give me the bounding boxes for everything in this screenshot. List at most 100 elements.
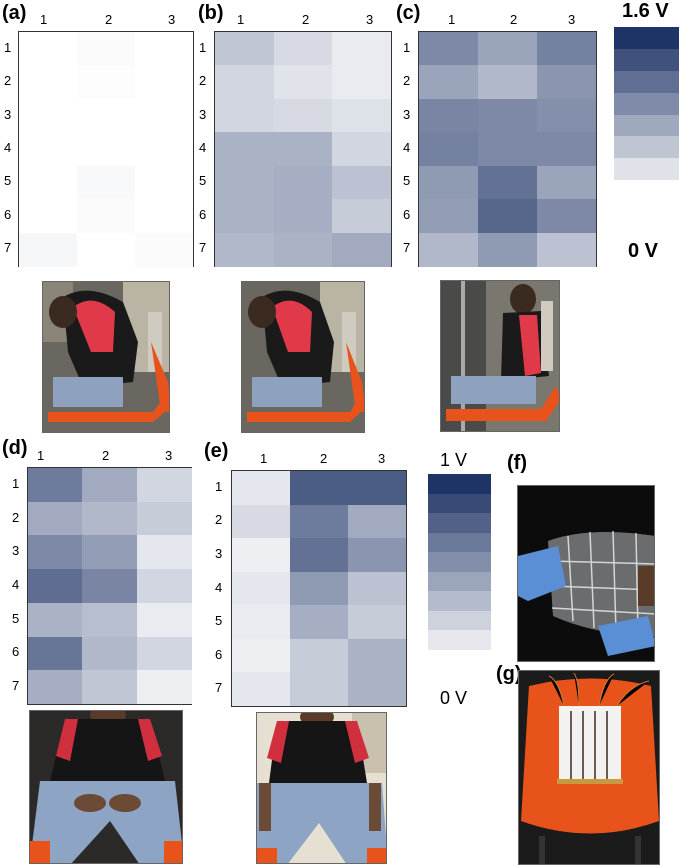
heatmap-cell <box>537 132 596 167</box>
scale-segment <box>428 571 491 592</box>
heatmap-cell <box>82 535 138 570</box>
heatmap-cell <box>290 672 348 707</box>
heatmap-cell <box>290 571 348 606</box>
heatmap-cell <box>136 602 192 637</box>
scale-segment <box>428 591 491 611</box>
heatmap-cell <box>348 538 406 573</box>
heatmap-cell <box>232 605 290 640</box>
row-number: 4 <box>215 579 223 595</box>
column-number: 3 <box>366 12 374 27</box>
heatmap-cell <box>419 32 478 66</box>
row-number: 7 <box>215 680 223 696</box>
scale-segment <box>614 180 679 203</box>
heatmap-cell <box>135 165 193 200</box>
panel-label-e: (e) <box>204 440 229 462</box>
row-number: 1 <box>403 39 411 55</box>
panel-label-c: (c) <box>396 2 421 24</box>
panel-label-d: (d) <box>2 437 28 459</box>
heatmap-grid <box>18 31 194 267</box>
heatmap-cell <box>478 199 537 234</box>
heatmap-cell <box>537 65 596 100</box>
heatmap-cell <box>273 199 333 234</box>
heatmap-cell <box>77 132 135 167</box>
heatmap-cell <box>419 232 478 267</box>
heatmap-cell <box>28 636 83 671</box>
heatmap-cell <box>332 232 392 267</box>
scale-segment <box>428 630 491 650</box>
column-number: 3 <box>165 448 173 463</box>
heatmap-cell <box>82 602 138 637</box>
heatmap-cell <box>77 232 135 267</box>
photo-upright-posture-c <box>440 280 560 432</box>
row-number: 1 <box>12 475 20 491</box>
heatmap-cell <box>478 32 537 66</box>
heatmap-cell <box>135 132 193 167</box>
heatmap-cell <box>28 602 83 637</box>
heatmap-cell <box>215 65 274 100</box>
row-number: 2 <box>12 509 20 525</box>
heatmap-cell <box>28 569 83 604</box>
scale1-max-label: 1.6 V <box>622 0 669 22</box>
row-number: 6 <box>12 644 20 660</box>
heatmap-cell <box>332 32 392 66</box>
heatmap-cell <box>419 199 478 234</box>
heatmap-cell <box>136 569 192 604</box>
column-number: 1 <box>40 12 48 27</box>
heatmap-cell <box>232 538 290 573</box>
heatmap-cell <box>537 165 596 200</box>
row-number: 2 <box>4 73 12 89</box>
heatmap-cell <box>232 504 290 539</box>
heatmap-cell <box>332 199 392 234</box>
row-number: 7 <box>403 240 411 256</box>
heatmap-cell <box>77 98 135 133</box>
row-number: 7 <box>12 678 20 694</box>
row-number: 3 <box>4 106 12 122</box>
row-number: 7 <box>199 240 207 256</box>
row-number: 3 <box>215 545 223 561</box>
row-number: 6 <box>215 646 223 662</box>
heatmap-cell <box>19 165 77 200</box>
scale-segment <box>428 493 491 514</box>
scale-segment <box>614 48 679 71</box>
row-number: 5 <box>199 173 207 189</box>
column-number: 1 <box>237 12 245 27</box>
scale-segment <box>428 532 491 553</box>
column-number: 3 <box>568 12 576 27</box>
heatmap-cell <box>348 638 406 673</box>
heatmap-cell <box>215 132 274 167</box>
photo-slouched-posture-b <box>241 281 365 433</box>
heatmap-cell <box>82 636 138 671</box>
row-number: 1 <box>215 478 223 494</box>
heatmap-cell <box>332 65 392 100</box>
row-number: 2 <box>215 512 223 528</box>
heatmap-cell <box>478 132 537 167</box>
heatmap-cell <box>290 504 348 539</box>
photo-slouched-posture-a <box>42 281 170 433</box>
row-number: 5 <box>215 613 223 629</box>
heatmap-cell <box>348 471 406 505</box>
heatmap-cell <box>82 569 138 604</box>
heatmap-cell <box>232 571 290 606</box>
heatmap-cell <box>478 165 537 200</box>
heatmap-cell <box>135 65 193 100</box>
heatmap-cell <box>348 571 406 606</box>
row-number: 6 <box>199 206 207 222</box>
row-number: 7 <box>4 240 12 256</box>
scale1-min-label: 0 V <box>628 240 659 262</box>
row-number: 5 <box>403 173 411 189</box>
heatmap-cell <box>19 98 77 133</box>
row-number: 1 <box>4 39 12 55</box>
heatmap-cell <box>332 98 392 133</box>
heatmap-cell <box>232 471 290 505</box>
heatmap-cell <box>82 468 138 502</box>
panel-label-a: (a) <box>2 2 27 24</box>
row-number: 3 <box>12 543 20 559</box>
row-number: 3 <box>199 106 207 122</box>
column-number: 1 <box>448 12 456 27</box>
scale-segment <box>614 27 679 49</box>
heatmap-cell <box>19 65 77 100</box>
heatmap-cell <box>28 670 83 705</box>
heatmap-cell <box>232 672 290 707</box>
heatmap-cell <box>77 32 135 66</box>
row-number: 5 <box>12 610 20 626</box>
